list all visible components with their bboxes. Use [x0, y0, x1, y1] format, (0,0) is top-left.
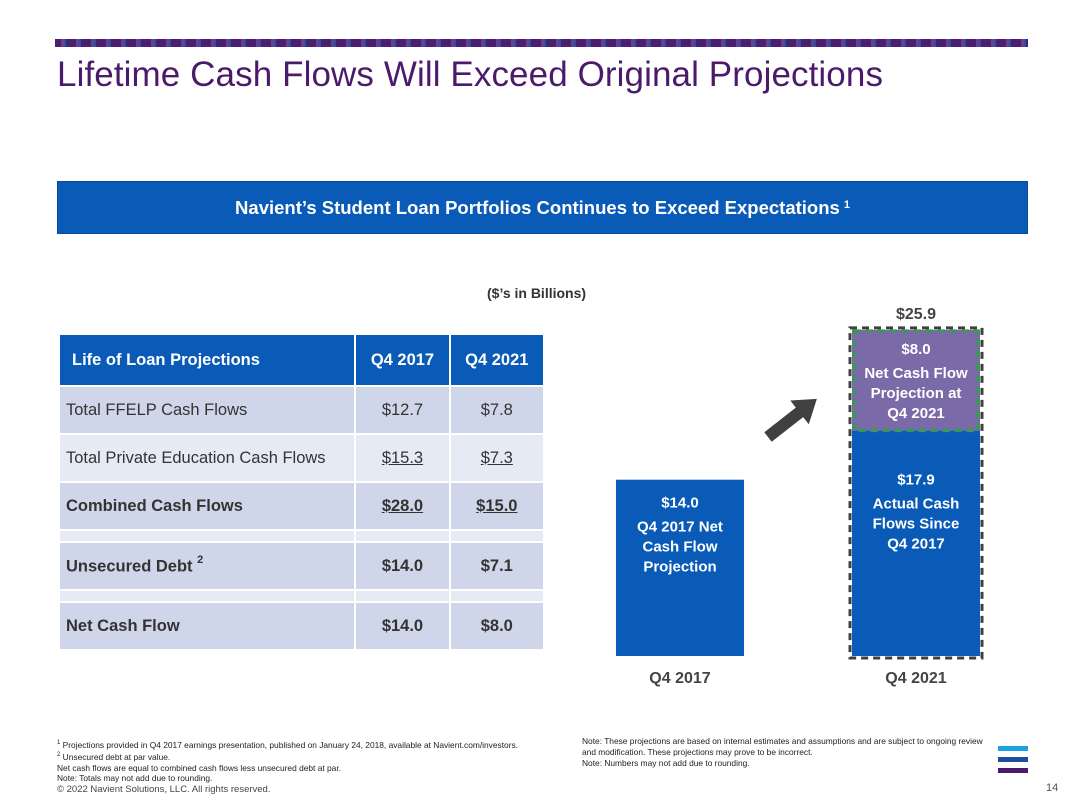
cash-flow-bar-chart: $14.0 Q4 2017 Net Cash Flow Projection $8.0 N…: [616, 306, 984, 687]
note: Note: Numbers may not add due to roundin…: [582, 758, 750, 768]
banner-text: Navient’s Student Loan Portfolios Contin…: [235, 196, 840, 218]
bar-q4-2017-label-value: $14.0: [661, 495, 699, 512]
navient-logo-bars-icon: [998, 746, 1028, 792]
row-value-q4-2017: $12.7: [356, 387, 449, 433]
projections-table: Life of Loan Projections Q4 2017 Q4 2021…: [58, 333, 545, 651]
row-label: Combined Cash Flows: [60, 483, 355, 529]
table-row: Total Private Education Cash Flows $15.3…: [60, 435, 543, 481]
table-spacer-row: [60, 531, 543, 541]
bar-q4-2017-label-text: Projection: [643, 559, 716, 576]
footnote: 1 Projections provided in Q4 2017 earnin…: [57, 739, 518, 750]
row-value-q4-2021: $7.1: [450, 543, 543, 589]
bar-q4-2021-projection-label-text: Q4 2021: [887, 405, 945, 422]
x-axis-label: Q4 2021: [885, 670, 946, 687]
table-row: Unsecured Debt 2 $14.0 $7.1: [60, 543, 543, 589]
row-value-q4-2021: $7.3: [450, 435, 543, 481]
bar-q4-2017-label-text: Cash Flow: [642, 539, 717, 556]
bar-q4-2021-projection-label-value: $8.0: [901, 341, 930, 358]
decorative-header-strip: [55, 39, 1028, 47]
row-label: Total FFELP Cash Flows: [60, 387, 355, 433]
bar-q4-2021-actual: [852, 430, 980, 656]
bar-q4-2021-projection: [852, 329, 980, 431]
units-label: ($’s in Billions): [487, 285, 587, 301]
footnote: 2 Unsecured debt at par value.: [57, 752, 171, 763]
bar-q4-2021-actual-label-text: Actual Cash: [873, 496, 960, 513]
row-label: Unsecured Debt 2: [60, 543, 355, 589]
row-footnote-ref: 2: [197, 553, 204, 566]
bar-q4-2017-label-text: Q4 2017 Net: [637, 519, 723, 536]
row-value-q4-2017: $14.0: [356, 543, 449, 589]
table-row: Combined Cash Flows $28.0 $15.0: [60, 483, 543, 529]
bar-q4-2021-projection-label-text: Net Cash Flow: [864, 365, 968, 382]
table-row: Net Cash Flow $14.0 $8.0: [60, 603, 543, 649]
projection-notes: Note: These projections are based on int…: [582, 736, 992, 769]
footnotes: 1 Projections provided in Q4 2017 earnin…: [57, 738, 567, 784]
bar-q4-2021-actual-label-text: Q4 2017: [887, 536, 945, 553]
bar-q4-2021-actual-label-text: Flows Since: [873, 516, 960, 533]
copyright: © 2022 Navient Solutions, LLC. All right…: [57, 784, 271, 795]
row-value-q4-2021: $7.8: [450, 387, 543, 433]
footnote: Net cash flows are equal to combined cas…: [57, 762, 341, 773]
section-banner: Navient’s Student Loan Portfolios Contin…: [57, 181, 1028, 234]
x-axis-label: Q4 2017: [649, 670, 710, 687]
table-header-q4-2021: Q4 2021: [450, 335, 543, 385]
total-dashed-outline: [848, 326, 984, 660]
page-title: Lifetime Cash Flows Will Exceed Original…: [57, 55, 884, 94]
row-label: Net Cash Flow: [60, 603, 355, 649]
row-value-q4-2017: $15.3: [356, 435, 449, 481]
growth-arrow-icon: [764, 398, 817, 442]
footnote: Note: Totals may not add due to rounding…: [57, 773, 213, 784]
row-value-q4-2021: $8.0: [450, 603, 543, 649]
table-header-q4-2017: Q4 2017: [356, 335, 449, 385]
note: Note: These projections are based on int…: [582, 736, 983, 757]
banner-footnote-ref: 1: [843, 198, 850, 211]
row-label: Total Private Education Cash Flows: [60, 435, 355, 481]
row-value-q4-2017: $14.0: [356, 603, 449, 649]
page-number: 14: [1046, 782, 1059, 794]
bar-q4-2021-total-label: $25.9: [896, 306, 936, 323]
table-header-row: Life of Loan Projections Q4 2017 Q4 2021: [60, 335, 543, 385]
table-spacer-row: [60, 591, 543, 601]
table-row: Total FFELP Cash Flows $12.7 $7.8: [60, 387, 543, 433]
row-value-q4-2017: $28.0: [356, 483, 449, 529]
bar-q4-2021-actual-label-value: $17.9: [897, 472, 935, 489]
bar-q4-2021-projection-label-text: Projection at: [871, 385, 962, 402]
projection-dashed-outline: [852, 329, 980, 433]
table-header-label: Life of Loan Projections: [60, 335, 355, 385]
row-value-q4-2021: $15.0: [450, 483, 543, 529]
bar-q4-2017-projection: [616, 479, 744, 656]
